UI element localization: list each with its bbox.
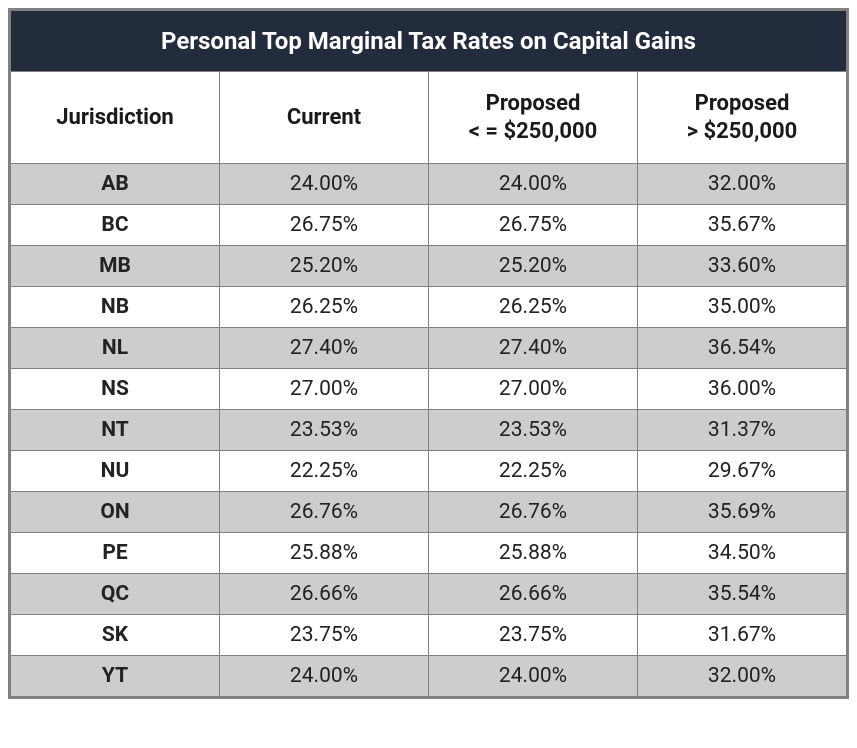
- cell-current: 23.53%: [220, 410, 429, 451]
- table-body: AB 24.00% 24.00% 32.00% BC 26.75% 26.75%…: [11, 164, 847, 697]
- tax-rates-table-container: Personal Top Marginal Tax Rates on Capit…: [8, 8, 849, 699]
- cell-jurisdiction: BC: [11, 205, 220, 246]
- table-row: NB 26.25% 26.25% 35.00%: [11, 287, 847, 328]
- col-header-proposed-gt-250k: Proposed> $250,000: [638, 72, 847, 164]
- cell-jurisdiction: PE: [11, 533, 220, 574]
- cell-jurisdiction: YT: [11, 656, 220, 697]
- tax-rates-table: Personal Top Marginal Tax Rates on Capit…: [10, 10, 847, 697]
- table-row: MB 25.20% 25.20% 33.60%: [11, 246, 847, 287]
- cell-current: 26.75%: [220, 205, 429, 246]
- cell-jurisdiction: NL: [11, 328, 220, 369]
- cell-proposed-gt-250k: 35.54%: [638, 574, 847, 615]
- cell-proposed-lte-250k: 27.40%: [429, 328, 638, 369]
- cell-proposed-lte-250k: 23.53%: [429, 410, 638, 451]
- cell-proposed-gt-250k: 31.37%: [638, 410, 847, 451]
- cell-jurisdiction: QC: [11, 574, 220, 615]
- cell-proposed-lte-250k: 22.25%: [429, 451, 638, 492]
- cell-proposed-gt-250k: 35.67%: [638, 205, 847, 246]
- cell-proposed-lte-250k: 25.88%: [429, 533, 638, 574]
- cell-current: 22.25%: [220, 451, 429, 492]
- table-row: YT 24.00% 24.00% 32.00%: [11, 656, 847, 697]
- cell-current: 25.20%: [220, 246, 429, 287]
- cell-jurisdiction: NT: [11, 410, 220, 451]
- cell-proposed-lte-250k: 24.00%: [429, 164, 638, 205]
- table-row: AB 24.00% 24.00% 32.00%: [11, 164, 847, 205]
- cell-jurisdiction: NU: [11, 451, 220, 492]
- cell-jurisdiction: NS: [11, 369, 220, 410]
- cell-current: 24.00%: [220, 164, 429, 205]
- table-row: NS 27.00% 27.00% 36.00%: [11, 369, 847, 410]
- cell-proposed-lte-250k: 24.00%: [429, 656, 638, 697]
- cell-proposed-lte-250k: 25.20%: [429, 246, 638, 287]
- cell-proposed-lte-250k: 26.76%: [429, 492, 638, 533]
- cell-proposed-gt-250k: 36.00%: [638, 369, 847, 410]
- cell-jurisdiction: SK: [11, 615, 220, 656]
- col-header-proposed-lte-250k: Proposed< = $250,000: [429, 72, 638, 164]
- cell-current: 25.88%: [220, 533, 429, 574]
- cell-proposed-lte-250k: 26.25%: [429, 287, 638, 328]
- table-row: NU 22.25% 22.25% 29.67%: [11, 451, 847, 492]
- table-title: Personal Top Marginal Tax Rates on Capit…: [11, 11, 847, 72]
- cell-current: 24.00%: [220, 656, 429, 697]
- cell-proposed-gt-250k: 32.00%: [638, 164, 847, 205]
- cell-proposed-gt-250k: 35.69%: [638, 492, 847, 533]
- table-row: PE 25.88% 25.88% 34.50%: [11, 533, 847, 574]
- cell-proposed-lte-250k: 26.66%: [429, 574, 638, 615]
- cell-proposed-lte-250k: 26.75%: [429, 205, 638, 246]
- cell-current: 26.76%: [220, 492, 429, 533]
- table-row: NL 27.40% 27.40% 36.54%: [11, 328, 847, 369]
- table-row: QC 26.66% 26.66% 35.54%: [11, 574, 847, 615]
- cell-current: 26.25%: [220, 287, 429, 328]
- cell-current: 27.40%: [220, 328, 429, 369]
- cell-proposed-lte-250k: 23.75%: [429, 615, 638, 656]
- cell-jurisdiction: ON: [11, 492, 220, 533]
- cell-current: 23.75%: [220, 615, 429, 656]
- cell-proposed-lte-250k: 27.00%: [429, 369, 638, 410]
- table-header-row: Jurisdiction Current Proposed< = $250,00…: [11, 72, 847, 164]
- table-row: SK 23.75% 23.75% 31.67%: [11, 615, 847, 656]
- cell-proposed-gt-250k: 31.67%: [638, 615, 847, 656]
- cell-proposed-gt-250k: 34.50%: [638, 533, 847, 574]
- cell-jurisdiction: MB: [11, 246, 220, 287]
- table-row: ON 26.76% 26.76% 35.69%: [11, 492, 847, 533]
- cell-jurisdiction: NB: [11, 287, 220, 328]
- cell-proposed-gt-250k: 32.00%: [638, 656, 847, 697]
- cell-proposed-gt-250k: 33.60%: [638, 246, 847, 287]
- cell-current: 26.66%: [220, 574, 429, 615]
- cell-jurisdiction: AB: [11, 164, 220, 205]
- col-header-jurisdiction: Jurisdiction: [11, 72, 220, 164]
- table-title-row: Personal Top Marginal Tax Rates on Capit…: [11, 11, 847, 72]
- cell-proposed-gt-250k: 36.54%: [638, 328, 847, 369]
- table-row: BC 26.75% 26.75% 35.67%: [11, 205, 847, 246]
- table-row: NT 23.53% 23.53% 31.37%: [11, 410, 847, 451]
- cell-proposed-gt-250k: 35.00%: [638, 287, 847, 328]
- col-header-current: Current: [220, 72, 429, 164]
- cell-current: 27.00%: [220, 369, 429, 410]
- cell-proposed-gt-250k: 29.67%: [638, 451, 847, 492]
